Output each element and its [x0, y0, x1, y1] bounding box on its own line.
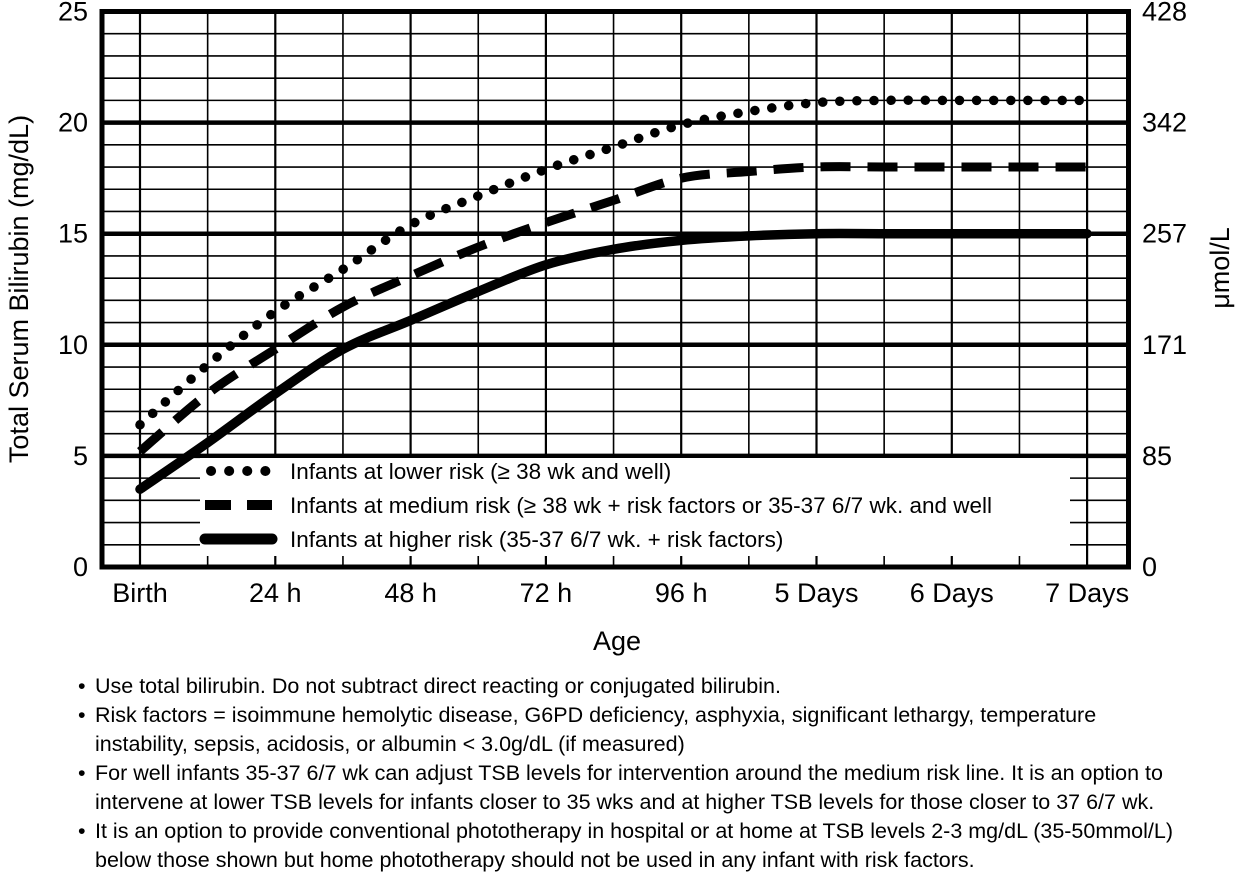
footnotes-list: • Use total bilirubin. Do not subtract di… [78, 672, 1190, 875]
curve-lower-risk [135, 95, 1092, 430]
x-tick-label-5days: 5 Days [774, 578, 858, 608]
footnote-item: • It is an option to provide conventional… [78, 817, 1190, 875]
y-right-tick-label-342: 342 [1142, 108, 1187, 138]
footnote-item: • For well infants 35-37 6/7 wk can adjus… [78, 759, 1190, 817]
y-right-tick-label-428: 428 [1142, 0, 1187, 27]
x-tick-label-96h: 96 h [655, 578, 708, 608]
y-right-tick-label-0: 0 [1142, 552, 1157, 582]
axis-labels-layer: Birth 24 h 48 h 72 h 96 h 5 Days 6 Days 7 Days 0… [58, 0, 1187, 608]
legend-label-lower-risk: Infants at lower risk (≥ 38 wk and well) [290, 459, 671, 484]
y-left-tick-label-25: 25 [58, 0, 88, 27]
x-tick-label-7days: 7 Days [1045, 578, 1129, 608]
footnote-item: • Use total bilirubin. Do not subtract di… [78, 672, 1190, 701]
y-axis-left-title: Total Serum Bilirubin (mg/dL) [4, 115, 34, 463]
x-tick-label-72h: 72 h [520, 578, 573, 608]
y-left-tick-label-15: 15 [58, 219, 88, 249]
bullet-icon: • [78, 819, 86, 843]
plot-border [99, 9, 1131, 570]
footnote-text: Use total bilirubin. Do not subtract dir… [95, 674, 781, 698]
y-left-tick-label-10: 10 [58, 330, 88, 360]
phototherapy-nomogram-plot: Infants at lower risk (≥ 38 wk and well)… [4, 0, 1235, 656]
y-left-tick-label-20: 20 [58, 108, 88, 138]
bullet-icon: • [78, 674, 86, 698]
plot-frame [99, 9, 1131, 570]
bullet-icon: • [78, 703, 86, 727]
footnote-text: Risk factors = isoimmune hemolytic disea… [95, 703, 1097, 756]
footnote-text: For well infants 35-37 6/7 wk can adjust… [95, 761, 1163, 814]
x-tick-label-48h: 48 h [384, 578, 437, 608]
y-left-tick-label-0: 0 [73, 552, 88, 582]
x-tick-label-birth: Birth [112, 578, 168, 608]
footnote-item: • Risk factors = isoimmune hemolytic dise… [78, 701, 1190, 759]
y-axis-right-title: μmol/L [1205, 227, 1235, 309]
x-tick-label-6days: 6 Days [910, 578, 994, 608]
bilirubin-nomogram-chart: Infants at lower risk (≥ 38 wk and well)… [4, 0, 1235, 656]
legend-label-medium-risk: Infants at medium risk (≥ 38 wk + risk f… [290, 493, 992, 518]
bullet-icon: • [78, 761, 86, 785]
curve-medium-risk [137, 162, 1088, 455]
legend-background [200, 458, 1070, 556]
curve-higher-risk [135, 228, 1092, 494]
chart-legend: Infants at lower risk (≥ 38 wk and well)… [199, 458, 1070, 556]
legend-label-higher-risk: Infants at higher risk (35-37 6/7 wk. + … [290, 527, 783, 552]
x-tick-label-24h: 24 h [249, 578, 302, 608]
x-axis-title: Age [593, 626, 641, 656]
y-right-tick-label-171: 171 [1142, 330, 1187, 360]
curve-layer [135, 95, 1092, 494]
y-right-tick-label-257: 257 [1142, 219, 1187, 249]
y-left-tick-label-5: 5 [73, 441, 88, 471]
y-right-tick-label-85: 85 [1142, 441, 1172, 471]
footnote-text: It is an option to provide conventional … [95, 819, 1173, 872]
